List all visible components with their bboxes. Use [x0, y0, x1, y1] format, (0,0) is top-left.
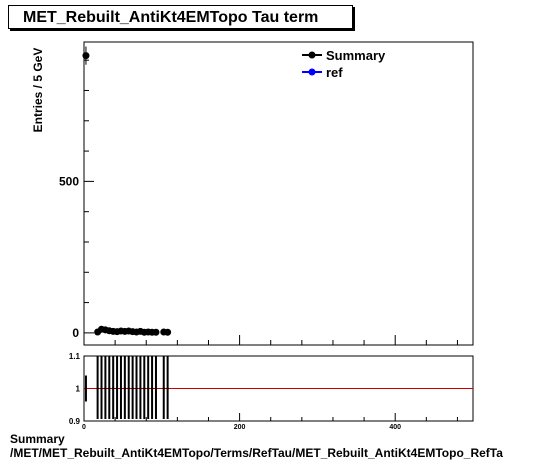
ratio-point [154, 387, 158, 390]
ratio-point [123, 387, 127, 390]
ratio-x-tick-label: 0 [82, 424, 86, 431]
main-plot: 0 500 [59, 41, 474, 346]
title-box: MET_Rebuilt_AntiKt4EMTopo Tau term [8, 5, 353, 29]
ratio-point [115, 387, 119, 390]
ratio-point [119, 387, 123, 390]
ratio-point [111, 387, 115, 390]
ratio-point [146, 387, 150, 390]
footer-line-1: Summary [10, 432, 65, 446]
ratio-point [127, 387, 130, 390]
ratio-point [139, 387, 142, 390]
ratio-point [135, 387, 138, 390]
legend-marker [308, 51, 316, 59]
legend-label: Summary [326, 48, 386, 63]
ratio-point [143, 387, 146, 390]
main-frame [83, 41, 474, 346]
ratio-point [166, 387, 169, 390]
ratio-point [150, 387, 154, 390]
ratio-point [100, 387, 103, 390]
ratio-y-tick-label: 0.9 [69, 417, 81, 426]
y-tick-label: 0 [72, 326, 79, 340]
ratio-point [108, 387, 111, 390]
ratio-plot: 0.9 1 1.1 0 200 400 [69, 352, 474, 431]
ratio-point [104, 387, 107, 390]
legend-label: ref [326, 65, 343, 80]
ratio-x-tick-label: 200 [234, 424, 246, 431]
footer-line-2: /MET/MET_Rebuilt_AntiKt4EMTopo/Terms/Ref… [10, 446, 503, 460]
legend-marker [308, 68, 316, 76]
footer: Summary /MET/MET_Rebuilt_AntiKt4EMTopo/T… [10, 432, 503, 460]
plot-title: MET_Rebuilt_AntiKt4EMTopo Tau term [23, 9, 319, 26]
ratio-point [131, 387, 134, 390]
ratio-y-tick-label: 1.1 [69, 352, 81, 361]
ratio-x-tick-label: 400 [389, 424, 401, 431]
legend: Summary ref [302, 48, 386, 80]
ratio-point [84, 387, 88, 390]
ratio-point [162, 387, 165, 390]
ratio-point [96, 387, 99, 390]
data-point [164, 328, 172, 336]
ratio-y-tick-label: 1 [76, 385, 81, 394]
y-tick-label: 500 [59, 174, 79, 188]
data-point [152, 328, 160, 336]
